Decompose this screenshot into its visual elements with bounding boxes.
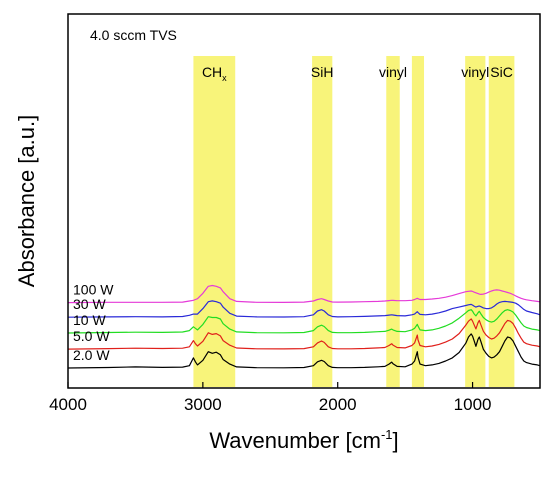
y-axis-label: Absorbance [a.u.] [14,115,39,287]
x-axis-label: Wavenumber [cm-1] [209,427,398,453]
plot-frame [67,13,541,389]
band-highlight [386,56,400,387]
band-label: SiC [490,64,513,80]
spectra-series [67,284,541,369]
band-labels: CHx SiH vinyl vinyl SiC [202,64,513,83]
x-axis-label-sup: -1 [381,427,393,442]
x-tick-label: 1000 [454,395,492,414]
band-highlight [411,56,425,387]
series-label: 30 W [73,296,106,312]
band-highlights [193,56,515,387]
x-axis-label-end: ] [393,428,399,453]
series-label: 2.0 W [73,347,110,363]
band-highlight [312,56,333,387]
annotation-label: 4.0 sccm TVS [90,27,177,43]
band-highlight [488,56,515,387]
band-label: SiH [311,64,334,80]
band-label: vinyl [379,64,407,80]
x-tick-label: 2000 [319,395,357,414]
series-line [67,284,541,304]
series-label: 100 W [73,282,114,298]
series-line [67,300,541,318]
series-label: 10 W [73,312,106,328]
series-label: 5.0 W [73,328,110,344]
x-tick-label: 3000 [184,395,222,414]
x-axis-ticks: 4000 3000 2000 1000 [49,382,491,414]
series-line [67,318,541,350]
band-label: CHx [202,64,227,83]
series-line [67,333,541,369]
series-line [67,309,541,334]
band-label: vinyl [461,64,489,80]
x-tick-label: 4000 [49,395,87,414]
band-highlight [193,56,236,387]
